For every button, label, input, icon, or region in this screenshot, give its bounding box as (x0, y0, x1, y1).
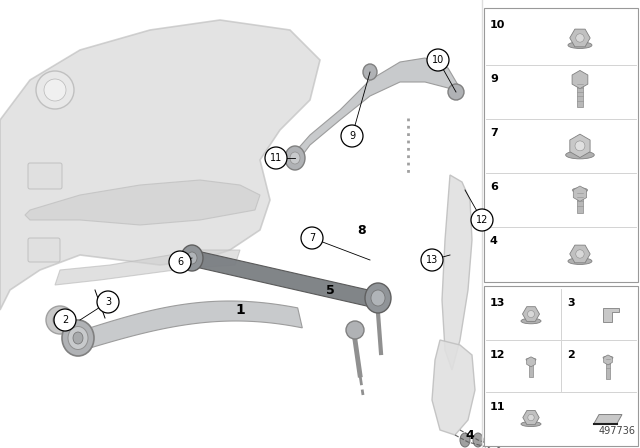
Text: 7: 7 (309, 233, 315, 243)
Polygon shape (432, 340, 475, 435)
Text: 11: 11 (490, 402, 506, 412)
Circle shape (341, 125, 363, 147)
Ellipse shape (53, 313, 67, 327)
Ellipse shape (371, 290, 385, 306)
Ellipse shape (46, 306, 74, 334)
Circle shape (421, 249, 443, 271)
Circle shape (528, 414, 534, 421)
Polygon shape (55, 250, 240, 285)
Circle shape (576, 34, 584, 42)
Ellipse shape (73, 332, 83, 344)
Ellipse shape (346, 321, 364, 339)
Ellipse shape (365, 283, 391, 313)
Ellipse shape (36, 71, 74, 109)
Polygon shape (25, 180, 260, 225)
Text: 12: 12 (490, 350, 506, 360)
Ellipse shape (448, 84, 464, 100)
Circle shape (427, 49, 449, 71)
Ellipse shape (68, 327, 88, 349)
Ellipse shape (290, 152, 300, 164)
Text: 8: 8 (358, 224, 366, 237)
Ellipse shape (521, 422, 541, 426)
Bar (577, 192, 583, 213)
Text: 4: 4 (466, 428, 474, 441)
Ellipse shape (572, 188, 588, 193)
Text: 6: 6 (177, 257, 183, 267)
Text: 3: 3 (567, 298, 575, 308)
Ellipse shape (473, 433, 483, 447)
Polygon shape (190, 250, 387, 310)
Circle shape (97, 291, 119, 313)
Circle shape (265, 147, 287, 169)
Bar (577, 82, 583, 107)
Ellipse shape (181, 245, 203, 271)
Text: 9: 9 (349, 131, 355, 141)
Text: 7: 7 (490, 128, 498, 138)
Ellipse shape (568, 42, 592, 48)
Polygon shape (295, 58, 458, 165)
Ellipse shape (526, 358, 536, 361)
Text: 1: 1 (235, 303, 245, 317)
Polygon shape (594, 414, 622, 423)
Polygon shape (0, 20, 320, 310)
Circle shape (169, 251, 191, 273)
Text: 3: 3 (105, 297, 111, 307)
FancyBboxPatch shape (28, 163, 62, 189)
Text: 10: 10 (432, 55, 444, 65)
Bar (484, 286, 638, 446)
Ellipse shape (62, 320, 94, 356)
Ellipse shape (187, 252, 197, 264)
Ellipse shape (521, 318, 541, 324)
Text: 2: 2 (62, 315, 68, 325)
Bar (484, 8, 638, 282)
Ellipse shape (44, 79, 66, 101)
Ellipse shape (460, 433, 470, 447)
Text: 2: 2 (567, 350, 575, 360)
Bar (529, 361, 533, 376)
Text: 5: 5 (326, 284, 334, 297)
Circle shape (471, 209, 493, 231)
Circle shape (301, 227, 323, 249)
Ellipse shape (603, 356, 613, 359)
Text: 6: 6 (490, 182, 498, 192)
Text: 12: 12 (476, 215, 488, 225)
Circle shape (54, 309, 76, 331)
Circle shape (576, 250, 584, 258)
Text: 11: 11 (270, 153, 282, 163)
Ellipse shape (285, 146, 305, 170)
Ellipse shape (568, 258, 592, 264)
Text: 13: 13 (490, 298, 506, 308)
Polygon shape (603, 308, 619, 322)
Bar (606, 361, 610, 379)
Polygon shape (80, 301, 302, 351)
Circle shape (527, 310, 534, 318)
Text: 4: 4 (490, 236, 498, 246)
FancyBboxPatch shape (28, 238, 60, 262)
Circle shape (575, 141, 585, 151)
Ellipse shape (363, 64, 377, 80)
Bar (482, 0, 640, 448)
Text: 10: 10 (490, 20, 506, 30)
Text: 13: 13 (426, 255, 438, 265)
Polygon shape (442, 175, 472, 370)
Ellipse shape (566, 151, 595, 159)
Text: 9: 9 (490, 74, 498, 84)
Text: 497736: 497736 (599, 426, 636, 436)
